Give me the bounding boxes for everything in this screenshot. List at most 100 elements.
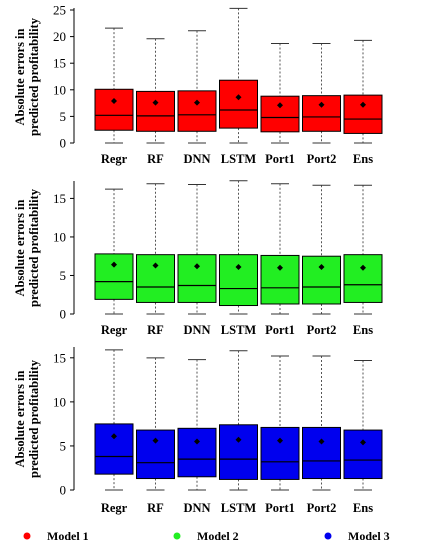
x-tick-label: Port1 [265,323,295,337]
iqr-box [136,254,175,303]
mean-marker [360,101,366,108]
iqr-box [343,429,383,480]
x-tick-label: Ens [353,323,373,337]
box-port2 [302,355,341,491]
box-port1 [260,43,300,144]
mean-marker [235,436,242,443]
box-rf [136,183,175,315]
legend-label-2: Model 2 [197,529,239,543]
mean-marker [194,99,200,106]
legend-label-3: Model 3 [348,529,390,543]
chart-panel-2: Absolute errors in predicted profitabilit… [13,180,383,337]
iqr-box [177,254,217,303]
y-tick-label: 0 [60,483,67,498]
x-tick-label: DNN [183,152,210,166]
x-tick-label: Port1 [265,152,295,166]
y-tick-label: 5 [60,109,67,124]
mean-marker [111,433,117,440]
mean-marker [111,97,117,104]
box-dnn [177,359,217,491]
iqr-box [302,95,341,132]
y-axis-label: Absolute errors in [13,199,27,296]
box-rf [136,357,175,491]
mean-marker [360,439,366,446]
mean-marker [318,101,325,108]
y-tick-label: 10 [53,229,66,244]
x-tick-label: Regr [101,152,128,166]
iqr-box [136,90,175,132]
iqr-box [136,429,175,480]
box-ens [343,359,383,491]
x-tick-label: Ens [353,501,373,515]
iqr-box [260,254,300,305]
x-tick-label: RF [147,323,164,337]
box-regr [94,188,134,315]
mean-marker [152,99,159,106]
box-rf [136,38,175,144]
box-port2 [302,184,341,315]
box-port2 [302,43,341,144]
iqr-box [94,423,134,475]
mean-marker [194,263,200,270]
mean-marker [111,261,117,268]
x-tick-label: Regr [101,323,128,337]
y-axis-label: predicted profitability [27,359,41,478]
legend: Model 1 Model 2 Model 3 [23,529,390,543]
x-tick-label: LSTM [221,501,257,515]
box-lstm [219,180,258,315]
y-axis-label: predicted profitability [27,17,41,136]
box-regr [94,349,134,491]
box-port1 [260,183,300,315]
legend-marker-1 [23,532,31,540]
iqr-box [343,254,383,303]
y-tick-label: 25 [53,3,66,18]
y-axis-label: Absolute errors in [13,28,27,125]
mean-marker [277,264,283,271]
chart-panel-3: Absolute errors in predicted profitabilit… [13,347,383,515]
x-tick-label: RF [147,501,164,515]
box-ens [343,39,383,144]
x-tick-label: LSTM [221,152,257,166]
iqr-box [343,94,383,134]
y-axis-label: Absolute errors in [13,370,27,467]
mean-marker [277,437,283,444]
legend-label-1: Model 1 [47,529,89,543]
y-tick-label: 15 [53,350,66,365]
x-tick-label: DNN [183,501,210,515]
legend-marker-2 [173,532,181,540]
x-tick-label: Port2 [307,152,337,166]
box-regr [94,27,134,144]
iqr-box [260,426,300,480]
chart-panel-1: Absolute errors in predicted profitabilit… [13,3,383,166]
mean-marker [277,102,283,109]
mean-marker [235,94,242,101]
iqr-box [260,95,300,133]
x-tick-label: Port2 [307,323,337,337]
y-tick-label: 0 [60,307,67,322]
box-dnn [177,30,217,144]
y-tick-label: 20 [53,29,66,44]
x-tick-label: DNN [183,323,210,337]
box-lstm [219,350,258,491]
iqr-box [177,427,217,478]
box-dnn [177,184,217,315]
mean-marker [152,262,159,269]
y-tick-label: 15 [53,191,66,206]
x-tick-label: Ens [353,152,373,166]
y-axis-label: predicted profitability [27,188,41,307]
mean-marker [235,263,242,270]
mean-marker [194,438,200,445]
x-tick-label: Port1 [265,501,295,515]
mean-marker [318,263,325,270]
iqr-box [94,88,134,131]
x-tick-label: LSTM [221,323,257,337]
x-tick-label: RF [147,152,164,166]
y-tick-label: 10 [53,394,66,409]
iqr-box [219,254,258,307]
mean-marker [360,264,366,271]
y-tick-label: 15 [53,56,66,71]
iqr-box [219,79,258,129]
box-ens [343,184,383,315]
y-tick-label: 0 [60,136,67,151]
